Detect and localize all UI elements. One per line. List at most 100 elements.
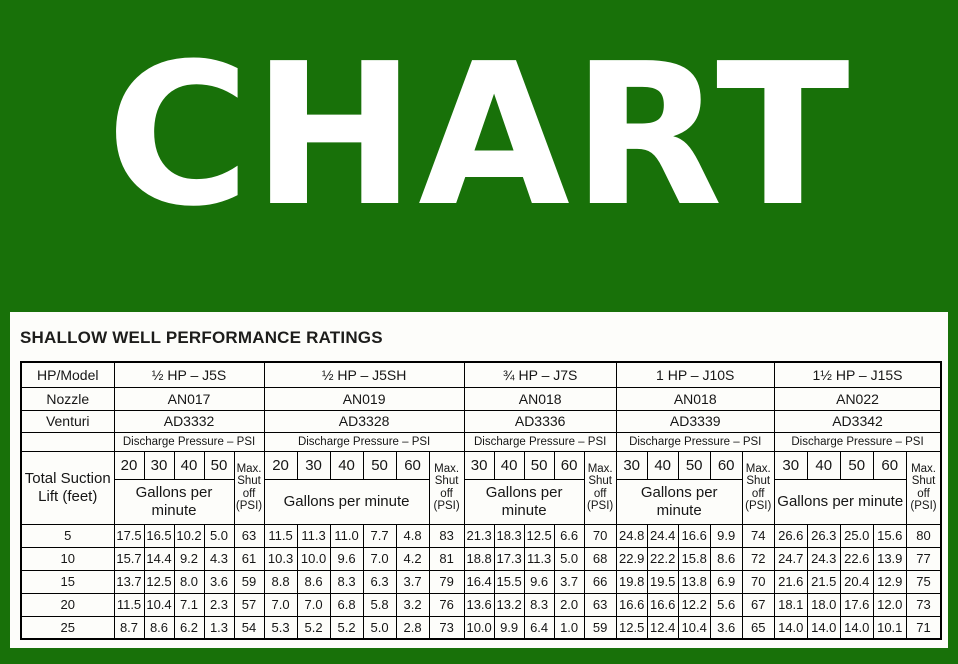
- shutoff-value-cell: 61: [233, 546, 265, 571]
- gpm-value-cell: 13.6: [463, 592, 495, 617]
- gpm-value-cell: 5.6: [709, 592, 743, 617]
- gpm-value-cell: 21.5: [806, 569, 841, 594]
- gpm-value-cell: 7.0: [296, 592, 331, 617]
- venturi-value-cell: AD3339: [615, 409, 775, 433]
- pressure-header-cell: 40: [173, 450, 205, 480]
- gpm-value-cell: 19.8: [615, 569, 648, 594]
- shutoff-value-cell: 59: [233, 569, 265, 594]
- gpm-value-cell: 8.3: [523, 592, 555, 617]
- gpm-value-cell: 13.7: [113, 569, 145, 594]
- gpm-value-cell: 12.2: [677, 592, 711, 617]
- gpm-value-cell: 3.7: [553, 569, 585, 594]
- shutoff-value-cell: 73: [428, 615, 465, 640]
- gpm-value-cell: 10.2: [173, 523, 205, 548]
- shutoff-value-cell: 70: [741, 569, 775, 594]
- gpm-value-cell: 22.6: [839, 546, 874, 571]
- gpm-value-cell: 8.6: [143, 615, 175, 640]
- shutoff-value-cell: 67: [741, 592, 775, 617]
- data-row: 10 15.7 14.4 9.2 4.3 61 10.3 10.0 9.6 7.0 4.2 81 18.…: [20, 546, 942, 571]
- header-row-gpm: Gallons per minute Gallons per minute Gall…: [21, 478, 941, 525]
- header-row-nozzle: Nozzle AN017 AN019 AN018 AN018 AN022: [20, 386, 942, 411]
- nozzle-label: Nozzle: [20, 386, 115, 411]
- shutoff-value-cell: 65: [741, 615, 775, 640]
- gpm-value-cell: 14.0: [773, 615, 808, 640]
- gpm-value-cell: 4.3: [203, 546, 235, 571]
- gpm-value-cell: 3.7: [395, 569, 430, 594]
- lift-value-cell: 15: [20, 569, 115, 594]
- gpm-value-cell: 12.0: [872, 592, 907, 617]
- discharge-pressure-header: Discharge Pressure – PSI: [615, 431, 775, 452]
- pressure-header-cell: 60: [395, 450, 430, 480]
- pump-model-cell: 1½ HP – J15S: [773, 361, 942, 388]
- lift-value-cell: 20: [20, 592, 115, 617]
- discharge-pressure-header: Discharge Pressure – PSI: [113, 431, 265, 452]
- gpm-value-cell: 9.2: [173, 546, 205, 571]
- gpm-value-cell: 15.7: [113, 546, 145, 571]
- gpm-value-cell: 10.0: [296, 546, 331, 571]
- header-row-pressures: Total Suction Lift (feet) 20 30 40 50 Max. Sh…: [20, 450, 942, 525]
- blank-cell: [20, 431, 115, 452]
- discharge-pressure-header: Discharge Pressure – PSI: [263, 431, 465, 452]
- gpm-value-cell: 22.9: [615, 546, 648, 571]
- gpm-value-cell: 13.2: [493, 592, 525, 617]
- shutoff-value-cell: 57: [233, 592, 265, 617]
- gpm-header: Gallons per minute: [113, 478, 235, 525]
- shutoff-value-cell: 68: [583, 546, 617, 571]
- pressure-header-cell: 60: [709, 450, 743, 480]
- venturi-value-cell: AD3342: [773, 409, 942, 433]
- hp-model-label: HP/Model: [20, 361, 115, 388]
- gpm-value-cell: 7.1: [173, 592, 205, 617]
- gpm-value-cell: 6.8: [329, 592, 364, 617]
- gpm-value-cell: 5.0: [553, 546, 585, 571]
- max-shutoff-header: Max. Shut off (PSI): [741, 450, 775, 525]
- gpm-value-cell: 7.0: [362, 546, 397, 571]
- pressure-header-cell: 40: [329, 450, 364, 480]
- gpm-value-cell: 15.6: [872, 523, 907, 548]
- pressure-header-cell: 40: [493, 450, 525, 480]
- gpm-value-cell: 6.3: [362, 569, 397, 594]
- shutoff-value-cell: 74: [741, 523, 775, 548]
- data-row: 20 11.5 10.4 7.1 2.3 57 7.0 7.0 6.8 5.8 3.2 76 13.6 1…: [20, 592, 942, 617]
- gpm-value-cell: 5.3: [263, 615, 298, 640]
- pressure-header-cell: 50: [677, 450, 711, 480]
- gpm-value-cell: 11.3: [296, 523, 331, 548]
- ratings-panel: SHALLOW WELL PERFORMANCE RATINGS HP/Mode…: [10, 312, 948, 648]
- max-shutoff-header: Max. Shut off (PSI): [905, 450, 942, 525]
- gpm-value-cell: 10.0: [463, 615, 495, 640]
- gpm-value-cell: 12.5: [143, 569, 175, 594]
- gpm-value-cell: 5.8: [362, 592, 397, 617]
- shutoff-value-cell: 66: [583, 569, 617, 594]
- gpm-value-cell: 7.0: [263, 592, 298, 617]
- gpm-value-cell: 15.5: [493, 569, 525, 594]
- gpm-value-cell: 16.6: [646, 592, 679, 617]
- header-row-model: HP/Model ½ HP – J5S ½ HP – J5SH ¾ HP – J7S 1…: [20, 361, 942, 388]
- gpm-header: Gallons per minute: [773, 478, 907, 525]
- pressure-header-cell: 20: [263, 450, 298, 480]
- gpm-value-cell: 17.5: [113, 523, 145, 548]
- gpm-value-cell: 13.9: [872, 546, 907, 571]
- gpm-value-cell: 5.2: [296, 615, 331, 640]
- gpm-header: Gallons per minute: [463, 478, 585, 525]
- gpm-value-cell: 6.4: [523, 615, 555, 640]
- pressure-header-cell: 30: [463, 450, 495, 480]
- gpm-value-cell: 19.5: [646, 569, 679, 594]
- gpm-value-cell: 10.1: [872, 615, 907, 640]
- shutoff-value-cell: 75: [905, 569, 942, 594]
- gpm-header: Gallons per minute: [615, 478, 743, 525]
- pressure-header-cell: 50: [362, 450, 397, 480]
- gpm-value-cell: 24.8: [615, 523, 648, 548]
- pressure-header-cell: 30: [615, 450, 648, 480]
- max-shutoff-header: Max. Shut off (PSI): [428, 450, 465, 525]
- data-row: 5 17.5 16.5 10.2 5.0 63 11.5 11.3 11.0 7.7 4.8 83 21…: [20, 523, 942, 548]
- chart-banner-text: CHART: [106, 22, 852, 250]
- gpm-value-cell: 10.4: [677, 615, 711, 640]
- gpm-value-cell: 2.3: [203, 592, 235, 617]
- gpm-value-cell: 14.0: [806, 615, 841, 640]
- gpm-value-cell: 15.8: [677, 546, 711, 571]
- gpm-value-cell: 18.1: [773, 592, 808, 617]
- gpm-value-cell: 20.4: [839, 569, 874, 594]
- pressure-header-cell: 50: [203, 450, 235, 480]
- gpm-value-cell: 10.4: [143, 592, 175, 617]
- gpm-value-cell: 12.5: [615, 615, 648, 640]
- gpm-value-cell: 24.7: [773, 546, 808, 571]
